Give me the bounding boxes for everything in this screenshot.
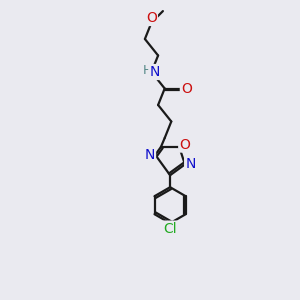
Text: O: O bbox=[181, 82, 192, 95]
Text: O: O bbox=[179, 138, 190, 152]
Text: O: O bbox=[146, 11, 157, 25]
Text: N: N bbox=[185, 158, 196, 171]
Text: H: H bbox=[142, 64, 152, 77]
Text: N: N bbox=[149, 65, 160, 79]
Text: N: N bbox=[145, 148, 155, 162]
Text: Cl: Cl bbox=[163, 222, 177, 236]
